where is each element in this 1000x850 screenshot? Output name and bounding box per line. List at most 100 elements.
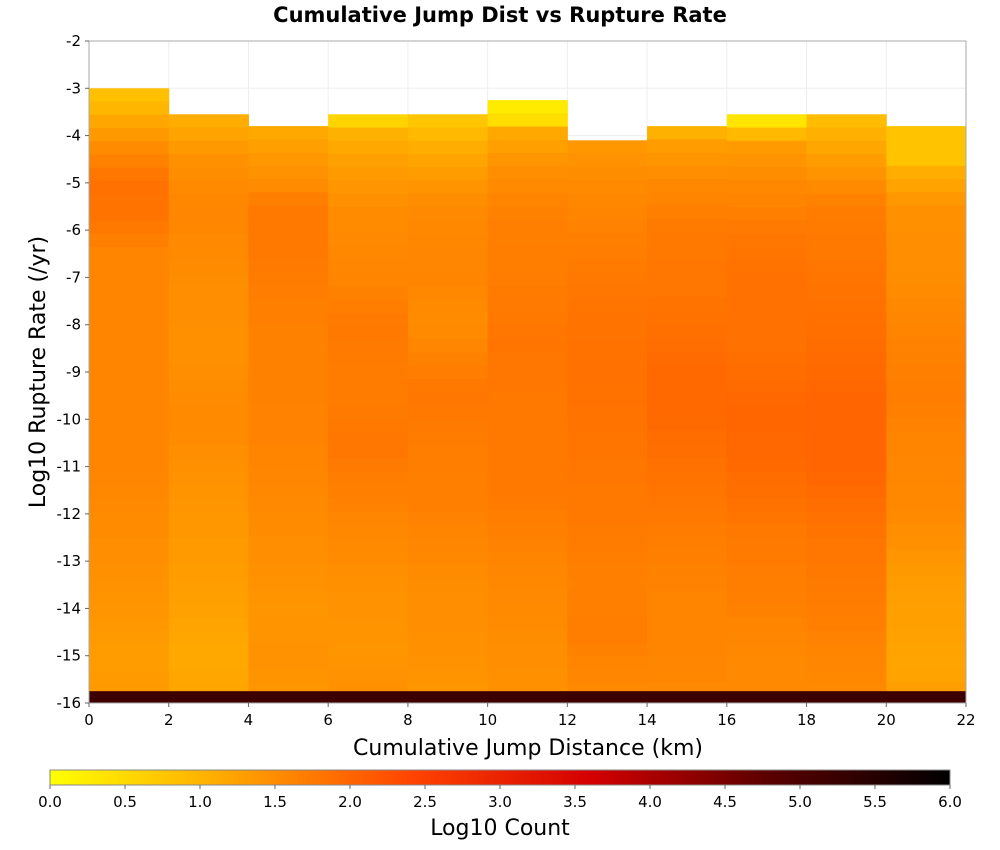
heatmap-cell [647,165,728,180]
heatmap-cell [806,127,887,142]
heatmap-cell [168,379,249,393]
heatmap-cell [248,364,329,379]
heatmap-cell [89,207,170,222]
colorbar-tick-label: 2.5 [413,793,437,811]
heatmap-cell [328,167,409,181]
heatmap-cell [806,537,887,552]
colorbar-tick-label: 6.0 [938,793,962,811]
heatmap-cell [89,644,170,659]
heatmap-cell [248,563,329,577]
heatmap-cell [806,511,887,526]
heatmap-cell [407,643,489,658]
heatmap-cell [806,167,887,181]
heatmap-cell [89,511,170,526]
heatmap-cell [886,165,967,180]
heatmap-cell [487,404,568,419]
heatmap-cell [647,205,728,220]
heatmap-cell [248,271,329,286]
heatmap-cell [168,154,249,168]
heatmap-cell [726,220,808,234]
heatmap-cell [487,206,568,220]
heatmap-cell [487,258,568,273]
heatmap-cell [89,300,170,314]
heatmap-cell [886,284,967,299]
heatmap-cell [726,511,808,526]
heatmap-cell [567,140,648,155]
heatmap-cell [407,246,489,261]
heatmap-cell [407,537,489,552]
heatmap-cell [806,233,887,248]
heatmap-cell [647,642,728,657]
heatmap-cell [806,379,887,393]
colorbar-tick-label: 0.0 [38,793,62,811]
heatmap-cell [168,524,249,539]
heatmap-cell [567,285,648,300]
heatmap-cell [886,218,967,233]
colorbar-tick-label: 3.0 [488,793,512,811]
heatmap-cell [407,498,489,512]
heatmap-cell [567,484,648,499]
heatmap-cell [407,405,489,420]
heatmap-cell [886,483,967,498]
heatmap-cell [248,668,329,683]
heatmap-cell [248,126,329,140]
heatmap-cell [567,338,648,353]
heatmap-cell [567,391,648,406]
heatmap-cell [328,617,409,632]
heatmap-cell [806,683,887,692]
heatmap-cell [407,458,489,473]
heatmap-cell [248,245,329,260]
heatmap-cell [328,206,409,221]
heatmap-cell [248,496,329,511]
heatmap-cell [328,273,409,287]
heatmap-cell [487,126,568,141]
heatmap-cell [647,536,728,551]
heatmap-cell [647,483,728,498]
heatmap-cell [567,669,648,684]
heatmap-cell [407,683,489,692]
heatmap-cell [567,603,648,618]
heatmap-cell [886,682,967,692]
heatmap-cell [487,245,568,260]
heatmap-cell [886,589,967,604]
heatmap-cell [726,127,808,142]
heatmap-cell [726,471,808,486]
heatmap-cell [168,220,249,234]
heatmap-cell [806,352,887,367]
heatmap-cell [328,259,409,274]
heatmap-cell [647,351,728,365]
heatmap-cell [567,352,648,366]
heatmap-cell [248,457,329,471]
heatmap-cell [89,525,170,539]
heatmap-cell [886,668,967,683]
heatmap-cell [168,564,249,579]
heatmap-cell [89,485,170,500]
heatmap-cell [886,324,967,339]
heatmap-cell [168,352,249,367]
heatmap-cell [726,233,808,248]
heatmap-cell [168,299,249,314]
heatmap-cell [89,247,170,261]
heatmap-bottom-row [89,691,966,703]
x-tick-label: 20 [877,711,896,729]
heatmap-cell [328,312,409,327]
heatmap-cell [886,576,967,591]
x-axis-ticks: 0 2 4 6 8 10 12 14 16 18 20 22 [84,703,976,729]
heatmap-cell [248,470,329,485]
heatmap-cell [806,392,887,407]
heatmap-cell [168,193,249,208]
heatmap-cell [567,511,648,525]
heatmap-cell [168,577,249,592]
heatmap-cell [806,445,887,460]
heatmap-cell [407,286,489,301]
heatmap-cell [567,193,648,207]
heatmap-cell [647,523,728,538]
heatmap-cell [726,604,808,618]
heatmap-cell [726,445,808,460]
heatmap-cell [726,418,808,433]
heatmap-cell [407,617,489,632]
heatmap-cell [567,630,648,644]
heatmap-cell [647,615,728,630]
heatmap-cell [567,590,648,605]
heatmap-cell [407,577,489,592]
